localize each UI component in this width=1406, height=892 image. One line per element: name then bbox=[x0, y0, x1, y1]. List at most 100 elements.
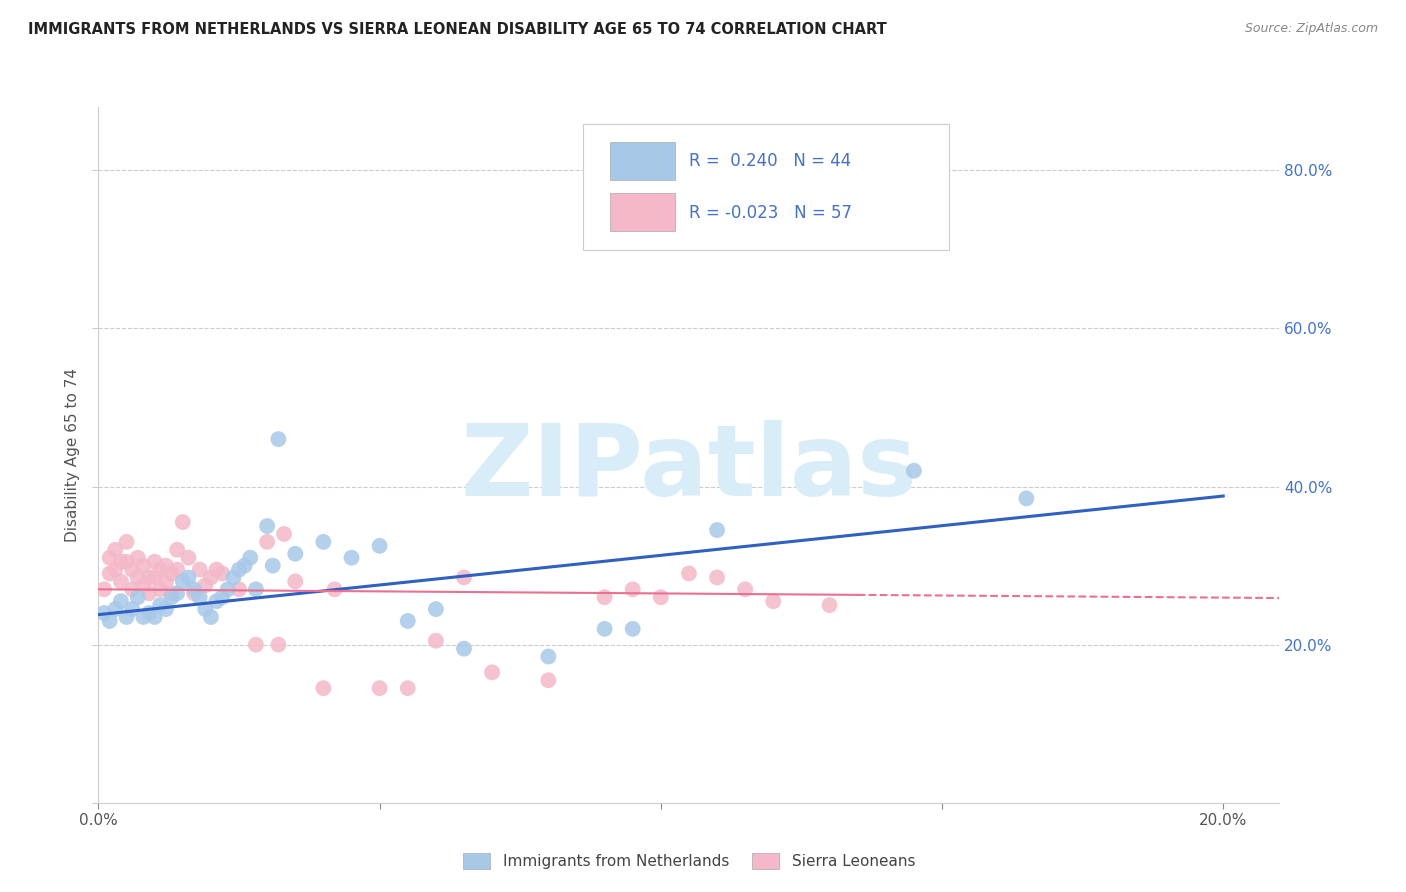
Point bbox=[194, 602, 217, 616]
FancyBboxPatch shape bbox=[582, 124, 949, 250]
Point bbox=[267, 432, 290, 446]
Point bbox=[245, 582, 267, 597]
Point bbox=[481, 665, 503, 680]
Point bbox=[98, 566, 121, 581]
Point bbox=[115, 555, 138, 569]
Point bbox=[93, 582, 115, 597]
Point bbox=[678, 566, 700, 581]
Y-axis label: Disability Age 65 to 74: Disability Age 65 to 74 bbox=[65, 368, 80, 542]
Point bbox=[110, 574, 132, 589]
Point bbox=[177, 570, 200, 584]
Point bbox=[256, 519, 278, 533]
Point bbox=[368, 539, 391, 553]
Point bbox=[537, 649, 560, 664]
Point bbox=[1015, 491, 1038, 506]
Point bbox=[233, 558, 256, 573]
Point bbox=[537, 673, 560, 688]
Point bbox=[734, 582, 756, 597]
Point bbox=[211, 591, 233, 605]
Point bbox=[453, 570, 475, 584]
Point bbox=[284, 547, 307, 561]
Point bbox=[155, 574, 177, 589]
Legend: Immigrants from Netherlands, Sierra Leoneans: Immigrants from Netherlands, Sierra Leon… bbox=[457, 847, 921, 875]
Point bbox=[143, 570, 166, 584]
Point bbox=[160, 566, 183, 581]
Point bbox=[396, 614, 419, 628]
Point bbox=[194, 578, 217, 592]
Point bbox=[172, 515, 194, 529]
Text: IMMIGRANTS FROM NETHERLANDS VS SIERRA LEONEAN DISABILITY AGE 65 TO 74 CORRELATIO: IMMIGRANTS FROM NETHERLANDS VS SIERRA LE… bbox=[28, 22, 887, 37]
Point bbox=[138, 570, 160, 584]
Text: R =  0.240   N = 44: R = 0.240 N = 44 bbox=[689, 153, 851, 170]
Point bbox=[104, 563, 127, 577]
Point bbox=[160, 591, 183, 605]
Point bbox=[706, 523, 728, 537]
Point bbox=[188, 591, 211, 605]
Point bbox=[621, 582, 644, 597]
Point bbox=[205, 563, 228, 577]
Point bbox=[256, 534, 278, 549]
Point bbox=[706, 570, 728, 584]
Point bbox=[762, 594, 785, 608]
Point bbox=[312, 534, 335, 549]
Point bbox=[138, 606, 160, 620]
Point bbox=[115, 534, 138, 549]
Point bbox=[138, 586, 160, 600]
Point bbox=[132, 558, 155, 573]
Point bbox=[340, 550, 363, 565]
Point bbox=[98, 550, 121, 565]
Point bbox=[121, 602, 143, 616]
Point bbox=[166, 563, 188, 577]
Point bbox=[166, 542, 188, 557]
Point bbox=[239, 550, 262, 565]
Point bbox=[143, 610, 166, 624]
Point bbox=[621, 622, 644, 636]
Point bbox=[160, 586, 183, 600]
Point bbox=[132, 578, 155, 592]
Text: ZIPatlas: ZIPatlas bbox=[461, 420, 917, 517]
Point bbox=[453, 641, 475, 656]
Point bbox=[104, 602, 127, 616]
Point bbox=[115, 610, 138, 624]
Point bbox=[200, 610, 222, 624]
FancyBboxPatch shape bbox=[610, 193, 675, 231]
Point bbox=[93, 606, 115, 620]
Point bbox=[396, 681, 419, 695]
Point bbox=[127, 570, 149, 584]
Point bbox=[903, 464, 925, 478]
Point bbox=[273, 527, 295, 541]
Point bbox=[127, 550, 149, 565]
Point bbox=[155, 602, 177, 616]
Point bbox=[228, 563, 250, 577]
Point bbox=[593, 591, 616, 605]
Point bbox=[211, 566, 233, 581]
Point bbox=[650, 591, 672, 605]
Point bbox=[149, 598, 172, 612]
Point bbox=[121, 563, 143, 577]
Point bbox=[127, 591, 149, 605]
Point bbox=[188, 563, 211, 577]
Point bbox=[217, 582, 239, 597]
Point bbox=[149, 582, 172, 597]
Point bbox=[143, 555, 166, 569]
Point bbox=[323, 582, 346, 597]
Point bbox=[284, 574, 307, 589]
Point bbox=[425, 633, 447, 648]
Point bbox=[425, 602, 447, 616]
Point bbox=[149, 563, 172, 577]
Text: R = -0.023   N = 57: R = -0.023 N = 57 bbox=[689, 203, 852, 222]
Point bbox=[267, 638, 290, 652]
Point bbox=[312, 681, 335, 695]
Point bbox=[200, 570, 222, 584]
Point bbox=[183, 586, 205, 600]
Point bbox=[121, 582, 143, 597]
Point bbox=[262, 558, 284, 573]
Point bbox=[222, 570, 245, 584]
Point bbox=[110, 555, 132, 569]
Point bbox=[104, 542, 127, 557]
FancyBboxPatch shape bbox=[610, 142, 675, 180]
Point bbox=[132, 610, 155, 624]
Text: Source: ZipAtlas.com: Source: ZipAtlas.com bbox=[1244, 22, 1378, 36]
Point bbox=[593, 622, 616, 636]
Point bbox=[183, 582, 205, 597]
